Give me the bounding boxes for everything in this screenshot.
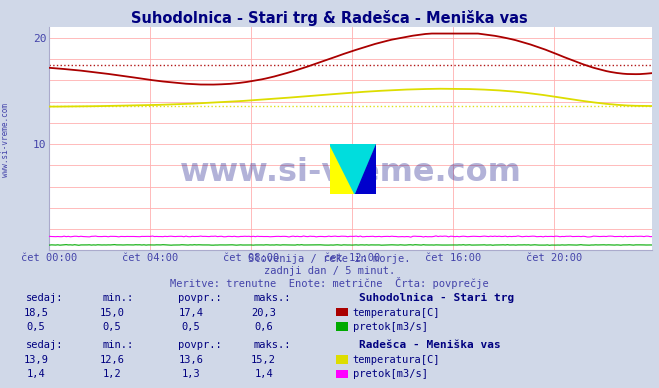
Text: 0,5: 0,5 (182, 322, 200, 332)
Text: min.:: min.: (102, 293, 133, 303)
Text: 20,3: 20,3 (251, 308, 276, 319)
Text: sedaj:: sedaj: (26, 293, 64, 303)
Text: temperatura[C]: temperatura[C] (353, 355, 440, 365)
Text: Meritve: trenutne  Enote: metrične  Črta: povprečje: Meritve: trenutne Enote: metrične Črta: … (170, 277, 489, 289)
Text: 1,4: 1,4 (27, 369, 45, 379)
Text: 0,5: 0,5 (103, 322, 121, 332)
Text: 17,4: 17,4 (179, 308, 204, 319)
Text: pretok[m3/s]: pretok[m3/s] (353, 369, 428, 379)
Text: 18,5: 18,5 (24, 308, 49, 319)
Text: maks.:: maks.: (254, 293, 291, 303)
Text: 1,2: 1,2 (103, 369, 121, 379)
Text: Suhodolnica - Stari trg & Radešca - Meniška vas: Suhodolnica - Stari trg & Radešca - Meni… (131, 10, 528, 26)
Text: 15,2: 15,2 (251, 355, 276, 365)
Text: www.si-vreme.com: www.si-vreme.com (1, 103, 10, 177)
Text: Radešca - Meniška vas: Radešca - Meniška vas (359, 340, 501, 350)
Text: 15,0: 15,0 (100, 308, 125, 319)
Text: Slovenija / reke in morje.: Slovenija / reke in morje. (248, 254, 411, 264)
Text: 0,5: 0,5 (27, 322, 45, 332)
Text: 1,3: 1,3 (182, 369, 200, 379)
Text: 13,6: 13,6 (179, 355, 204, 365)
Text: Suhodolnica - Stari trg: Suhodolnica - Stari trg (359, 293, 515, 303)
Polygon shape (330, 144, 376, 194)
Text: povpr.:: povpr.: (178, 293, 221, 303)
Text: 13,9: 13,9 (24, 355, 49, 365)
Text: maks.:: maks.: (254, 340, 291, 350)
Text: www.si-vreme.com: www.si-vreme.com (180, 157, 522, 188)
Text: zadnji dan / 5 minut.: zadnji dan / 5 minut. (264, 266, 395, 276)
Text: 0,6: 0,6 (254, 322, 273, 332)
Text: pretok[m3/s]: pretok[m3/s] (353, 322, 428, 332)
Text: min.:: min.: (102, 340, 133, 350)
Text: 1,4: 1,4 (254, 369, 273, 379)
Text: povpr.:: povpr.: (178, 340, 221, 350)
Text: temperatura[C]: temperatura[C] (353, 308, 440, 319)
Text: sedaj:: sedaj: (26, 340, 64, 350)
Polygon shape (355, 144, 376, 194)
Polygon shape (330, 144, 376, 194)
Text: 12,6: 12,6 (100, 355, 125, 365)
